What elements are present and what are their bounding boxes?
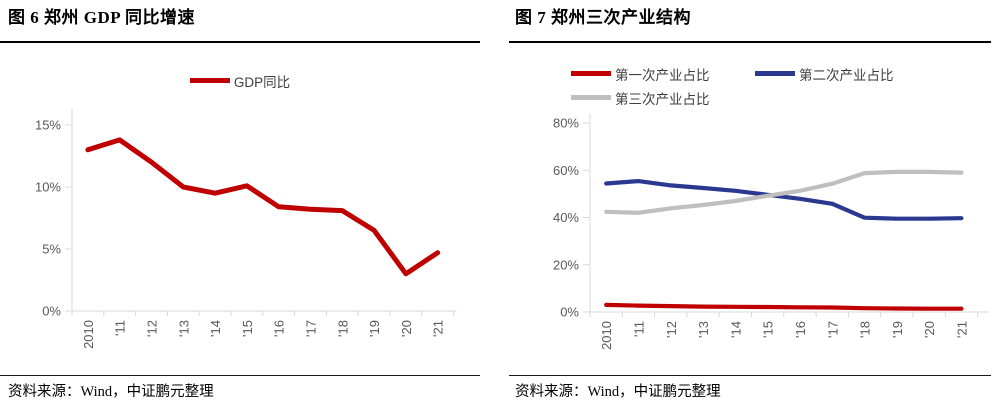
figure-7-title: 图 7 郑州三次产业结构 [515,8,691,27]
series-line [604,302,964,311]
x-tick-label: '14 [208,320,223,337]
x-tick-label: 2010 [599,321,614,350]
x-tick-label: '20 [399,320,414,337]
legend-swatch [189,78,230,83]
y-tick-label: 60% [553,163,579,178]
x-tick-label: '17 [825,321,840,338]
x-tick-label: '16 [793,321,808,338]
x-tick-label: '15 [761,321,776,338]
title-rule [0,41,480,43]
legend-item: GDP同比 [189,70,291,91]
figure-6-panel: 图 6 郑州 GDP 同比增速 GDP同比 0% 5% 10% 15% 2010 '11 '1… [0,8,480,400]
figure-7-source: 资料来源：Wind，中证鹏元整理 [515,384,721,400]
legend-item: 第三次产业占比 [571,87,755,108]
legend-swatch [755,71,795,76]
y-tick-label: 0% [560,305,579,320]
x-tick-label: '12 [664,321,679,338]
y-tick-label: 15% [35,118,61,133]
y-tick-label: 40% [553,210,579,225]
legend-label: GDP同比 [233,74,291,90]
plot-area: 0% 5% 10% 15% 2010 '11 '12 '13 '14 '15 '16 '17 '18 '1… [35,109,457,349]
y-tick-label: 20% [553,257,579,272]
legend-item: 第一次产业占比 [571,63,755,84]
chart-legend: 第一次产业占比 第二次产业占比第三次产业占比 [571,63,947,108]
industry-structure-chart: 第一次产业占比 第二次产业占比第三次产业占比 0% 20% 40% 60% 80% 2010 '… [509,43,991,366]
legend-label: 第三次产业占比 [615,91,710,107]
chart-legend: GDP同比 [0,70,480,91]
legend-item: 第二次产业占比 [755,63,939,84]
x-tick-label: '12 [145,320,160,337]
source-rule [509,375,991,376]
x-tick-label: '11 [631,321,646,337]
y-tick-label: 5% [42,242,61,257]
x-tick-label: '14 [728,321,743,338]
figure-6-title: 图 6 郑州 GDP 同比增速 [8,8,195,27]
legend-swatch [571,95,611,100]
x-tick-label: '16 [272,320,287,337]
series-line [85,137,441,277]
x-tick-label: '18 [335,320,350,337]
y-tick-label: 10% [35,180,61,195]
figure-7-panel: 图 7 郑州三次产业结构 第一次产业占比 第二次产业占比第三次产业占比 0% 20% 4… [497,0,994,414]
x-tick-label: '17 [304,320,319,337]
series-line [604,169,964,215]
x-tick-label: '13 [176,320,191,337]
x-tick-label: '20 [922,321,937,338]
x-tick-label: '15 [240,320,255,337]
legend-swatch [571,71,611,76]
y-tick-label: 0% [42,304,61,319]
plot-area: 0% 20% 40% 60% 80% 2010 '11 '12 '13 '14 '15 '16 '17 '… [553,113,990,350]
series-line [604,178,964,221]
x-tick-label: '19 [890,321,905,338]
title-rule [509,41,991,43]
x-tick-label: '21 [954,321,969,338]
legend-label: 第二次产业占比 [799,67,894,83]
legend-label: 第一次产业占比 [615,67,710,83]
x-tick-label: '13 [696,321,711,338]
x-tick-label: '19 [367,320,382,337]
y-tick-label: 80% [553,116,579,131]
x-tick-label: '11 [113,320,128,336]
x-tick-label: '18 [858,321,873,338]
x-tick-label: '21 [431,320,446,337]
gdp-growth-chart: GDP同比 0% 5% 10% 15% 2010 '11 '12 '13 '14 '15 '16 '17… [0,43,480,371]
figure-6-source: 资料来源：Wind，中证鹏元整理 [8,384,214,400]
x-tick-label: 2010 [81,320,96,349]
source-rule [0,375,480,376]
